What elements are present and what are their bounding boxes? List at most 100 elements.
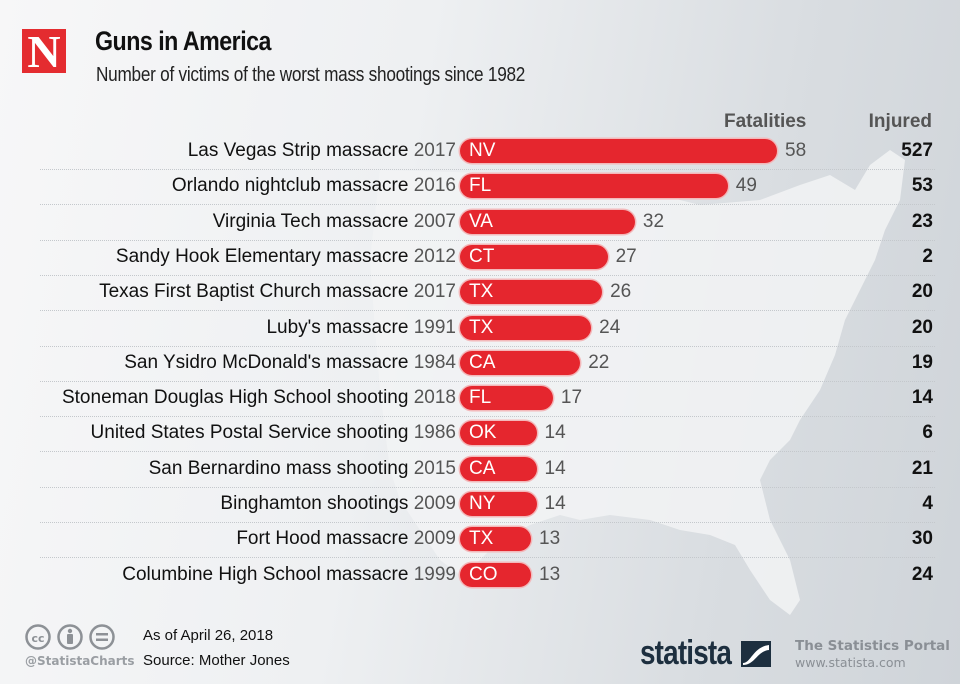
injured-value: 53 [911, 175, 933, 197]
statista-url[interactable]: www.statista.com [795, 655, 906, 670]
event-year: 2016 [413, 175, 456, 197]
injured-column-header: Injured [868, 111, 932, 132]
injured-value: 30 [911, 528, 933, 550]
event-name: Texas First Baptist Church massacre [99, 281, 409, 303]
fatalities-value: 24 [599, 316, 621, 338]
row-separator [40, 345, 935, 347]
statista-handle: @StatistaCharts [25, 654, 135, 668]
event-label: Las Vegas Strip massacre 2017 [188, 140, 456, 162]
fatalities-value: 49 [735, 175, 757, 197]
state-label: CO [469, 563, 498, 585]
source-note: Source: Mother Jones [143, 652, 290, 669]
fatalities-value: 58 [785, 140, 807, 161]
row-separator [40, 310, 935, 312]
event-name: Las Vegas Strip massacre [187, 140, 409, 161]
event-label: Stoneman Douglas High School shooting 20… [62, 387, 456, 409]
injured-value: 24 [911, 563, 933, 585]
state-label: CT [469, 245, 495, 267]
event-year: 2017 [413, 140, 456, 161]
event-label: San Ysidro McDonald's massacre 1984 [124, 352, 456, 374]
event-year: 2012 [413, 245, 456, 267]
event-year: 1991 [413, 316, 456, 338]
row-separator [40, 380, 935, 382]
event-year: 1986 [413, 422, 456, 444]
state-label: VA [469, 210, 493, 232]
fatalities-value: 32 [642, 210, 665, 232]
fatalities-value: 26 [610, 281, 632, 303]
row-separator [40, 416, 935, 418]
event-name: Binghamton shootings [220, 493, 409, 514]
fatalities-value: 17 [560, 387, 583, 409]
license-icons: cc [25, 624, 115, 650]
chart-title: Guns in America [95, 26, 271, 56]
fatalities-bar: CO [460, 562, 532, 587]
injured-value: 19 [911, 351, 933, 373]
state-label: TX [469, 281, 494, 303]
state-label: NV [469, 140, 496, 161]
event-year: 2017 [413, 281, 456, 303]
fatalities-value: 13 [539, 528, 561, 550]
event-year: 2007 [413, 210, 456, 232]
event-name: San Ysidro McDonald's massacre [124, 351, 409, 373]
state-label: TX [469, 316, 494, 338]
row-separator [40, 274, 935, 276]
injured-value: 14 [911, 387, 933, 409]
state-label: CA [469, 351, 496, 373]
event-name: Orlando nightclub massacre [171, 175, 409, 197]
fatalities-bar: NY [460, 492, 537, 516]
fatalities-bar: CA [460, 350, 581, 375]
fatalities-bar: TX [460, 315, 592, 340]
event-year: 2009 [413, 528, 456, 550]
fatalities-bar: CT [460, 244, 608, 269]
fatalities-value: 14 [544, 422, 566, 444]
statista-logo-icon [741, 641, 771, 667]
fatalities-bar: CA [460, 456, 537, 481]
chart-subtitle: Number of victims of the worst mass shoo… [96, 64, 526, 86]
injured-value: 20 [911, 316, 933, 338]
attribution-icon [57, 624, 83, 650]
fatalities-bar: FL [460, 386, 553, 411]
fatalities-bar: TX [460, 527, 532, 552]
fatalities-value: 13 [539, 563, 561, 585]
injured-value: 23 [911, 210, 933, 232]
event-label: Orlando nightclub massacre 2016 [172, 175, 456, 197]
fatalities-value: 27 [615, 245, 637, 267]
newsweek-logo: N [22, 29, 66, 75]
row-separator [40, 204, 935, 206]
event-year: 1984 [413, 351, 456, 373]
fatalities-bar: NV [460, 139, 777, 163]
event-name: Virginia Tech massacre [212, 210, 409, 232]
fatalities-value: 14 [544, 457, 566, 479]
fatalities-column-header: Fatalities [724, 111, 807, 132]
event-label: Virginia Tech massacre 2007 [213, 211, 456, 233]
state-label: FL [469, 175, 492, 197]
fatalities-value: 14 [544, 493, 566, 514]
no-derivatives-icon [89, 624, 115, 650]
event-year: 1999 [413, 563, 456, 585]
injured-value: 20 [911, 281, 933, 303]
state-label: FL [469, 387, 492, 409]
injured-value: 21 [911, 457, 933, 479]
cc-icon: cc [25, 624, 51, 650]
event-label: San Bernardino mass shooting 2015 [149, 458, 456, 480]
statista-logo-text[interactable]: statista [640, 634, 732, 672]
event-name: Luby's massacre [266, 316, 409, 338]
injured-value: 527 [901, 140, 933, 161]
statistics-portal-label: The Statistics Portal [795, 638, 950, 654]
event-label: Columbine High School massacre 1999 [122, 564, 456, 586]
event-label: Luby's massacre 1991 [266, 317, 456, 339]
row-separator [40, 239, 935, 241]
event-label: United States Postal Service shooting 19… [91, 422, 456, 444]
injured-value: 4 [922, 493, 933, 514]
event-year: 2018 [413, 387, 456, 409]
row-separator [40, 486, 935, 488]
event-name: San Bernardino mass shooting [148, 457, 409, 479]
row-separator [40, 169, 935, 170]
fatalities-bar: TX [460, 280, 603, 305]
state-label: OK [469, 422, 497, 444]
event-year: 2009 [413, 493, 456, 514]
event-label: Binghamton shootings 2009 [220, 493, 456, 515]
state-label: NY [469, 493, 496, 514]
injured-value: 2 [922, 245, 933, 267]
